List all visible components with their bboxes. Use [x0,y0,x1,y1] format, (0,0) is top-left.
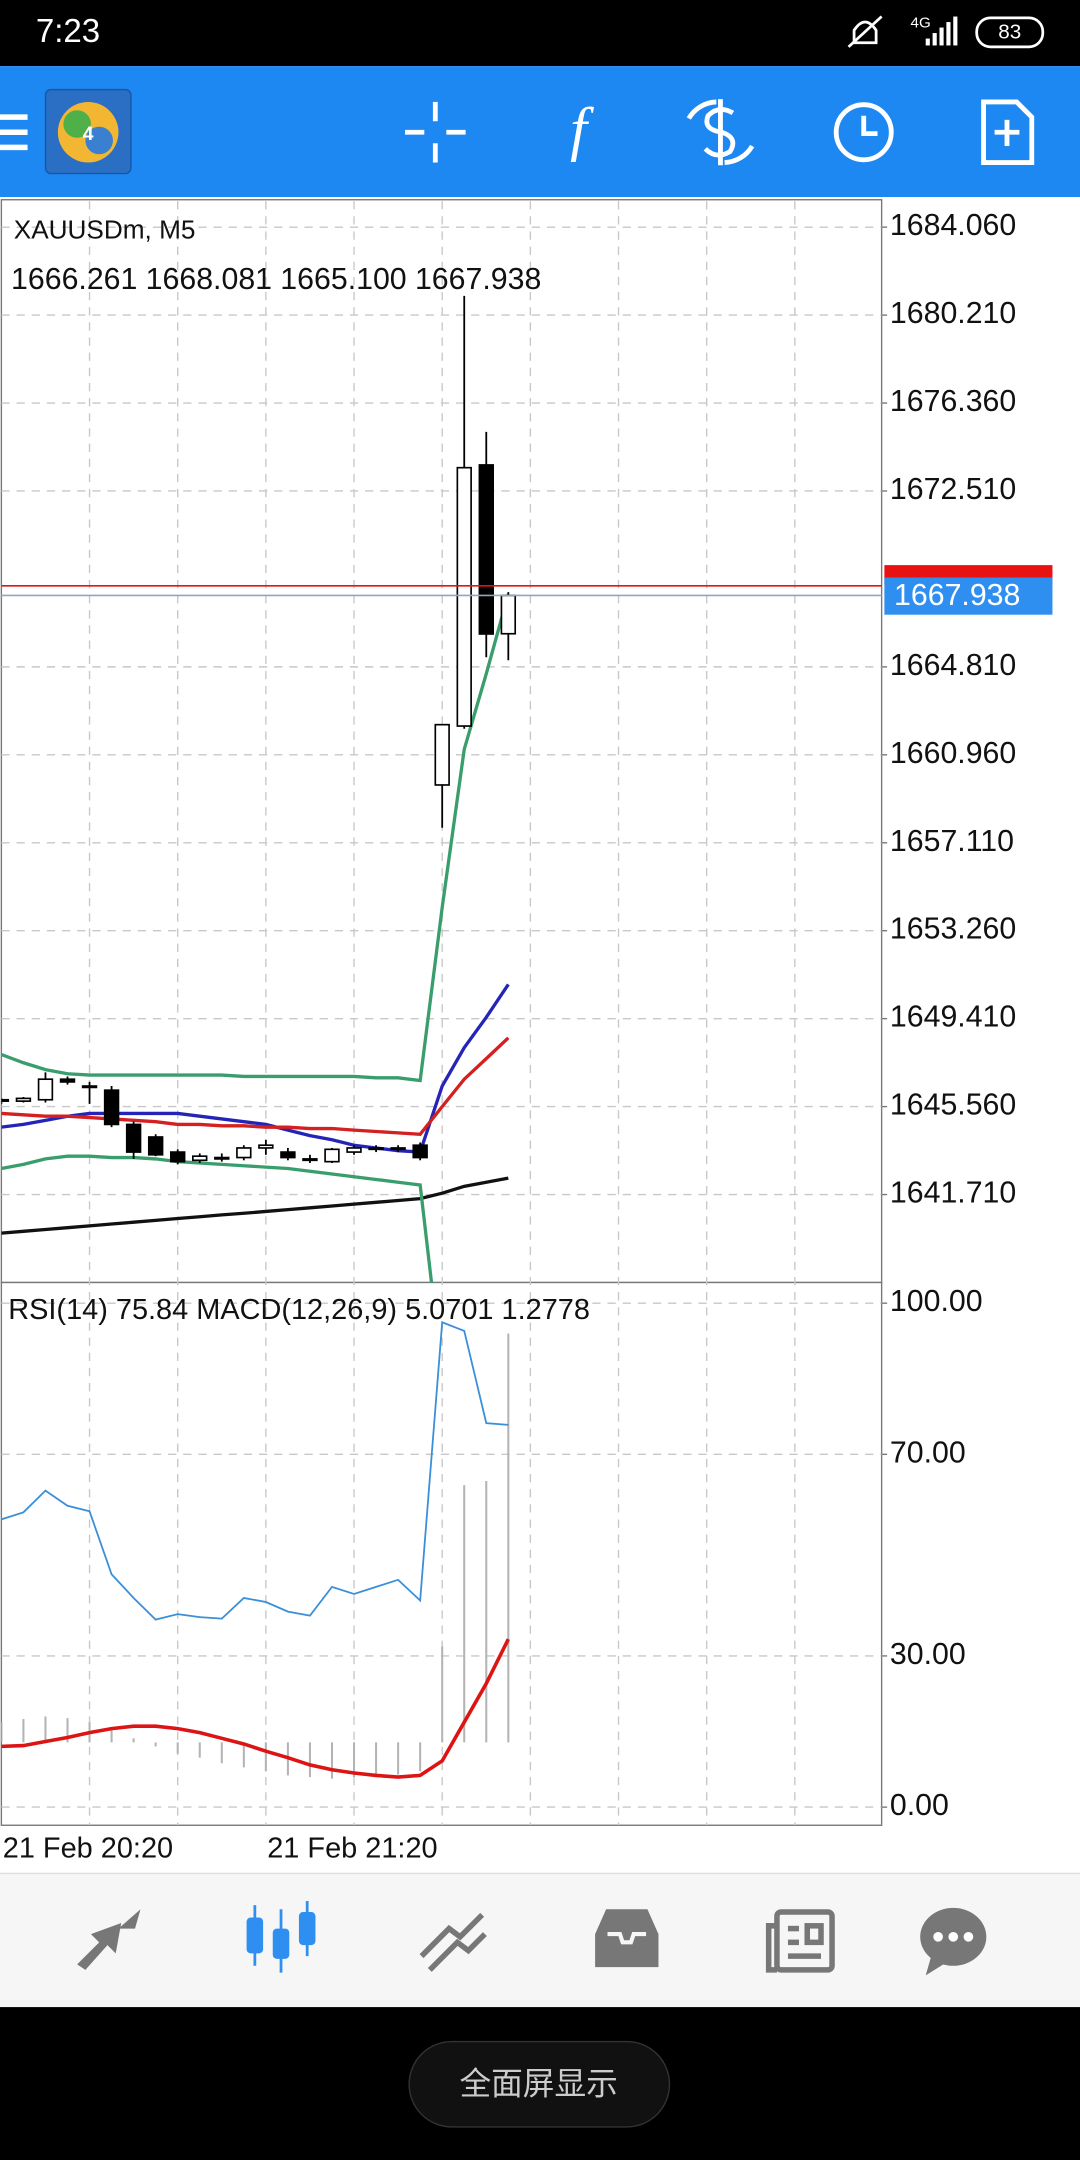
candle-body [302,1158,318,1162]
bid-label-bg [884,577,1053,615]
chart-tab[interactable] [246,1901,316,1973]
y-tick-label: 1645.560 [890,1089,1016,1122]
candle-body [147,1136,164,1156]
candle-body [346,1147,362,1153]
trade-tab[interactable] [419,1912,487,1972]
history-tab-detail [607,1932,647,1945]
status-time: 7:23 [36,13,100,50]
candle-body [192,1155,208,1162]
y-tick-label: 1672.510 [890,473,1016,506]
ohlc-value: 1668.081 [146,263,272,296]
indicator-line [1,593,510,1083]
indicator-line [1,1176,509,1235]
fullscreen-hint-pill[interactable] [408,2040,671,2128]
crosshair-button[interactable] [405,101,466,163]
candle-body [456,466,472,727]
candle-body [15,1097,32,1102]
history-tab[interactable] [595,1909,659,1968]
candle-body [390,1147,406,1151]
mute-icon [847,15,883,48]
chat-tab[interactable] [920,1907,987,1976]
x-tick-label: 21 Feb 20:20 [3,1833,173,1865]
candle-body [324,1148,340,1163]
candle-body [258,1144,274,1149]
y-tick-label: 1653.260 [890,913,1016,946]
y-tick-label: 1684.060 [890,209,1016,242]
indicator-line [1,1321,509,1621]
ohlc-info: 1666.261 1668.081 1665.100 1667.938 [11,263,541,296]
y-tick-label: 30.00 [890,1638,966,1671]
bid-label: 1667.938 [894,579,1020,612]
y-tick-label: 1680.210 [890,297,1016,330]
y-tick-label: 1660.960 [890,737,1016,770]
symbol-title: XAUUSDm, M5 [14,214,196,244]
indicator-line [1,1638,510,1779]
candle-body [214,1156,230,1160]
vertical-grid [88,201,796,1826]
candle-body [478,464,494,635]
candle-body [125,1123,142,1153]
indicator-title: RSI(14) 75.84 MACD(12,26,9) 5.0701 1.277… [8,1294,590,1326]
battery-icon [975,16,1045,49]
trade-button[interactable] [686,99,755,166]
indicator-line [1,983,510,1154]
ohlc-value: 1665.100 [280,263,406,296]
main-plot [1,226,882,1283]
candle-body [368,1147,384,1151]
chart-layer: 1684.060 1680.210 1676.360 1672.510 1664.810… [1,209,1053,1865]
candle-body [37,1078,54,1101]
y-tick-label: 1649.410 [890,1001,1016,1034]
candle-body [81,1085,98,1089]
candle-body [103,1089,120,1126]
new-order-button[interactable] [981,99,1035,165]
candle-body [169,1151,186,1163]
y-tick-label: 1657.110 [890,825,1014,858]
timeframe-button[interactable] [833,102,894,163]
bottom-nav [0,1873,1080,2008]
y-tick-label: 0.00 [890,1789,949,1822]
candle-body [280,1151,296,1159]
sub-plot [1,1302,882,1808]
ohlc-value: 1666.261 [11,263,137,296]
app-logo[interactable]: 4 [44,88,132,175]
candle-body [236,1147,252,1159]
toolbar [0,66,1080,197]
indicator-line [1,1036,510,1136]
menu-button[interactable] [0,114,28,151]
quotes-tab[interactable] [77,1909,141,1970]
fullscreen-hint: 全面屏显示 [459,2067,617,2103]
y-tick-label: 70.00 [890,1436,966,1469]
svg-text:4: 4 [83,124,94,145]
indicator-line [1,1154,434,1283]
candle-body [500,594,517,635]
y-tick-label: 1676.360 [890,385,1016,418]
status-bar [0,0,1080,67]
network-type: 4G [911,14,931,31]
battery-level: 83 [998,21,1021,44]
candle-body [434,723,450,786]
signal-icon [925,16,958,46]
candle-body [412,1144,428,1159]
ohlc-value: 1667.938 [415,263,541,296]
news-tab[interactable] [765,1909,835,1973]
y-tick-label: 100.00 [890,1285,983,1318]
x-tick-label: 21 Feb 21:20 [267,1833,437,1865]
y-tick-label: 1641.710 [890,1177,1016,1210]
candle-body [59,1078,76,1083]
candle-body [1,1098,10,1102]
y-tick-label: 1664.810 [890,649,1016,682]
